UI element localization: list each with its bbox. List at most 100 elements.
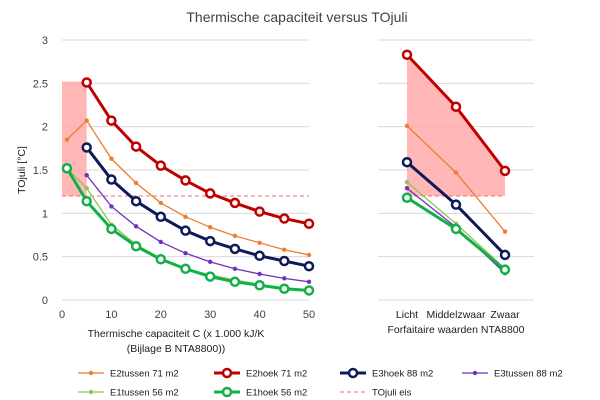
legend-marker-e3tussen-88-m2	[472, 370, 478, 376]
legend-marker-e1hoek-56-m2	[221, 386, 233, 398]
x-category-label: Licht	[396, 309, 418, 321]
data-point-e3hoek-88-m2	[279, 255, 290, 267]
y-tick-label: 0	[42, 295, 48, 307]
data-point-e2tussen-71-m2	[257, 240, 262, 245]
data-point-e1hoek-56-m2	[155, 254, 167, 265]
chart-title: Thermische capaciteit versus TOjuli	[186, 9, 407, 25]
data-point-e3hoek-88-m2	[106, 174, 117, 185]
x-tick-label-left: 50	[303, 309, 315, 321]
legend-label-e1tussen-56-m2: E1tussen 56 m2	[110, 388, 179, 399]
series-line-e3tussen-88-m2-left	[86, 174, 310, 283]
data-point-e3tussen-88-m2	[84, 173, 89, 178]
data-point-e2hoek-71-m2	[229, 197, 241, 209]
x-tick-label-left: 20	[155, 309, 167, 321]
data-point-e1hoek-56-m2	[450, 223, 462, 235]
data-point-e1hoek-56-m2	[303, 285, 315, 296]
data-point-e1hoek-56-m2	[499, 264, 511, 275]
data-point-e1hoek-56-m2	[401, 192, 413, 203]
data-point-e3tussen-88-m2	[282, 276, 287, 281]
data-point-e3tussen-88-m2	[183, 251, 188, 256]
data-point-e1hoek-56-m2	[61, 163, 73, 174]
series-line-e2hoek-71-m2-left	[85, 81, 310, 226]
x-axis-label-left-line2: (Bijlage B NTA8800))	[127, 343, 225, 355]
data-point-e2tussen-71-m2	[306, 252, 312, 258]
data-point-e3hoek-88-m2	[303, 260, 315, 272]
data-point-e2hoek-71-m2	[130, 141, 142, 152]
data-point-e3tussen-88-m2	[158, 239, 163, 245]
data-point-e1hoek-56-m2	[204, 271, 216, 282]
x-category-label: Middelzwaar	[427, 309, 486, 321]
y-tick-label: 1	[42, 208, 48, 220]
data-point-e2tussen-71-m2	[64, 137, 70, 142]
x-tick-label-left: 10	[105, 309, 117, 321]
data-point-e2tussen-71-m2	[84, 118, 89, 123]
data-point-e2tussen-71-m2	[133, 180, 139, 186]
legend-label-e3hoek-88-m2: E3hoek 88 m2	[372, 369, 433, 380]
tick-labels: 00.511.522.530 10 20 30 40 50 Licht Middelzwaar…	[33, 35, 520, 321]
gridlines	[62, 39, 534, 301]
data-point-e2tussen-71-m2	[158, 200, 163, 206]
series-line-e3hoek-88-m2-left	[85, 146, 310, 268]
y-tick-label: 1.5	[33, 165, 48, 177]
legend-label-e2hoek-71-m2: E2hoek 71 m2	[246, 369, 307, 380]
band-right	[407, 54, 505, 196]
data-point-e2tussen-71-m2	[453, 170, 459, 175]
legend-label-e3tussen-88-m2: E3tussen 88 m2	[494, 369, 563, 380]
data-point-e3tussen-88-m2	[232, 266, 238, 271]
legend-label-e1hoek-56-m2: E1hoek 56 m2	[246, 388, 307, 399]
legend-marker-e3hoek-88-m2	[347, 367, 359, 379]
data-point-e2hoek-71-m2	[254, 206, 265, 217]
data-point-e3hoek-88-m2	[401, 156, 413, 168]
data-point-e3hoek-88-m2	[229, 243, 241, 255]
data-point-e2tussen-71-m2	[109, 156, 114, 161]
data-point-e2hoek-71-m2	[279, 213, 290, 224]
data-point-e2hoek-71-m2	[204, 188, 216, 199]
data-point-e1hoek-56-m2	[254, 280, 265, 291]
data-point-e2tussen-71-m2	[404, 123, 410, 128]
data-point-e3tussen-88-m2	[109, 204, 114, 209]
data-point-e1hoek-56-m2	[81, 195, 92, 207]
legend-label-e2tussen-71-m2: E2tussen 71 m2	[110, 369, 179, 380]
data-point-e3hoek-88-m2	[180, 225, 191, 236]
data-point-e3tussen-88-m2	[306, 279, 312, 284]
legend-marker-e2hoek-71-m2	[221, 367, 233, 379]
data-point-e1hoek-56-m2	[106, 223, 117, 235]
data-point-e1hoek-56-m2	[180, 263, 191, 275]
data-point-e3hoek-88-m2	[450, 199, 462, 210]
data-point-e2hoek-71-m2	[499, 165, 511, 177]
data-point-e1hoek-56-m2	[229, 276, 241, 288]
data-point-e2tussen-71-m2	[282, 247, 287, 252]
data-point-e2tussen-71-m2	[183, 214, 188, 219]
y-tick-label: 2.5	[33, 78, 48, 90]
y-tick-label: 3	[42, 35, 48, 47]
x-tick-label-left: 40	[253, 309, 265, 321]
data-point-e3tussen-88-m2	[257, 271, 262, 277]
data-point-e3tussen-88-m2	[404, 186, 410, 191]
data-point-e2tussen-71-m2	[502, 229, 508, 234]
data-point-e1hoek-56-m2	[279, 283, 290, 294]
data-point-e2hoek-71-m2	[106, 115, 117, 126]
y-tick-label: 0.5	[33, 252, 48, 264]
data-point-e2hoek-71-m2	[303, 218, 315, 229]
x-tick-label-left: 0	[59, 309, 65, 321]
data-point-e2tussen-71-m2	[208, 225, 213, 230]
legend-marker-e1tussen-56-m2	[88, 389, 94, 395]
y-axis-label: TOjuli [°C]	[16, 146, 28, 194]
data-point-e3hoek-88-m2	[254, 250, 265, 262]
data-point-e2hoek-71-m2	[81, 77, 92, 88]
data-point-e2hoek-71-m2	[401, 49, 413, 60]
data-point-e3tussen-88-m2	[133, 224, 139, 229]
data-point-e2hoek-71-m2	[450, 101, 462, 112]
data-point-e1tussen-56-m2	[404, 179, 410, 185]
data-point-e3hoek-88-m2	[155, 211, 167, 223]
data-point-e3hoek-88-m2	[130, 195, 142, 207]
data-point-e3tussen-88-m2	[208, 259, 213, 265]
data-point-e2hoek-71-m2	[180, 175, 191, 186]
legend: E2tussen 71 m2 E2hoek 71 m2 E3hoek 88 m2 E3…	[78, 367, 563, 399]
x-axis-label-left-line1: Thermische capaciteit C (x 1.000 kJ/K	[88, 328, 265, 340]
series	[61, 49, 511, 296]
data-point-e3hoek-88-m2	[204, 235, 216, 247]
data-point-e2hoek-71-m2	[155, 160, 167, 171]
data-point-e3hoek-88-m2	[81, 142, 92, 153]
